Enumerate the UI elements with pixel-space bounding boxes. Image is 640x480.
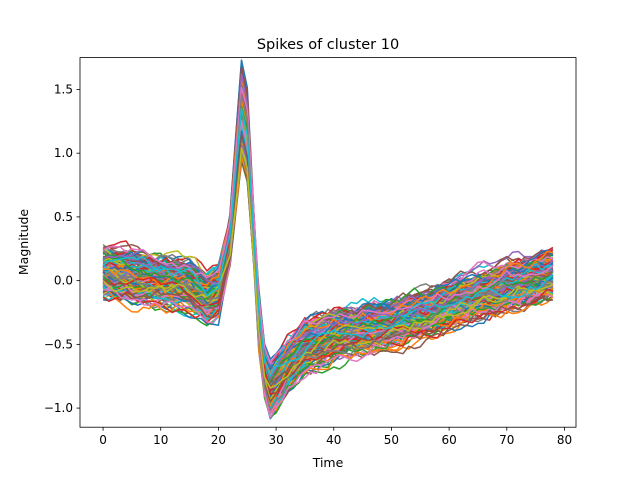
x-tick-label: 70 — [499, 433, 514, 447]
spike-trace — [102, 99, 554, 407]
spike-trace — [103, 103, 554, 404]
x-tick-label: 0 — [99, 433, 107, 447]
y-tick-label: 1.5 — [54, 82, 73, 96]
x-tick-label: 50 — [384, 433, 399, 447]
x-tick-label: 30 — [268, 433, 283, 447]
spike-trace — [102, 106, 554, 401]
spike-trace — [102, 87, 554, 364]
spike-trace — [103, 119, 554, 419]
plot-frame — [79, 57, 577, 428]
y-tick-label: 0.0 — [54, 274, 73, 288]
y-tick-label: −1.0 — [44, 401, 73, 415]
spike-trace — [102, 98, 554, 404]
x-tick-label: 80 — [557, 433, 572, 447]
x-tick-label: 20 — [211, 433, 226, 447]
spike-trace — [103, 96, 554, 406]
chart-title: Spikes of cluster 10 — [257, 37, 399, 53]
x-axis-label: Time — [312, 455, 344, 470]
spike-trace — [102, 82, 554, 408]
x-tick-label: 40 — [326, 433, 341, 447]
y-axis-label: Magnitude — [16, 209, 31, 276]
y-tick-label: 0.5 — [54, 210, 73, 224]
x-axis: 0 10 20 30 40 50 60 70 80 — [99, 427, 572, 447]
spike-trace — [102, 147, 554, 389]
y-axis: −1.0 −0.5 0.0 0.5 1.0 1.5 — [44, 82, 80, 415]
spike-trace — [102, 130, 554, 413]
spike-trace — [102, 93, 554, 412]
spike-trace — [102, 86, 554, 407]
spike-traces — [102, 59, 554, 420]
spike-trace — [102, 133, 554, 403]
x-tick-label: 60 — [441, 433, 456, 447]
x-tick-label: 10 — [153, 433, 168, 447]
spike-trace — [102, 130, 554, 371]
y-tick-label: 1.0 — [54, 146, 73, 160]
y-tick-label: −0.5 — [44, 337, 73, 351]
spike-trace — [102, 110, 554, 388]
spike-trace — [102, 108, 554, 377]
